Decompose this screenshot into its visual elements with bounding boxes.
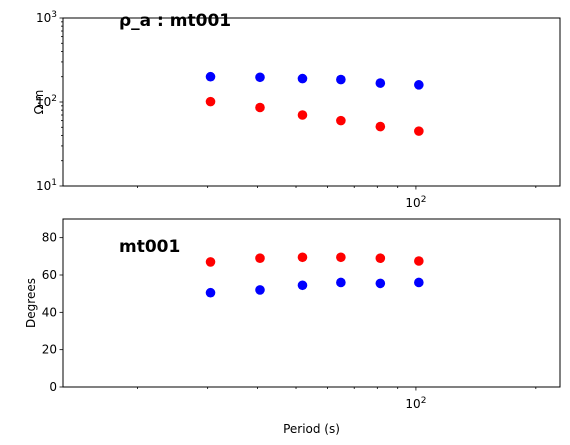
y-tick-label: 101: [36, 178, 57, 193]
data-point: [297, 73, 308, 84]
data-point: [414, 277, 424, 288]
panel-title: ρ_a : mt001: [119, 11, 231, 31]
y-tick-label: 102: [36, 94, 57, 109]
phase-panel: 102 0 20 40 60 80 Degrees Period (s) mt001: [24, 218, 561, 436]
data-point: [414, 126, 424, 136]
data-point: [414, 256, 424, 266]
y-tick-label: 0: [49, 380, 57, 394]
data-point: [414, 80, 424, 90]
y-axis-label: Ω·m: [32, 90, 46, 115]
apparent-resistivity-panel: 102 101 102 103 Ω·m ρ_a : mt001: [32, 10, 561, 210]
data-point: [255, 253, 265, 263]
data-point: [375, 278, 386, 289]
data-point: [336, 115, 346, 126]
data-point: [297, 280, 308, 291]
data-point: [255, 102, 265, 113]
data-point: [297, 252, 308, 263]
data-point: [336, 74, 346, 85]
data-point: [375, 78, 386, 88]
data-point: [336, 252, 346, 263]
y-tick-label: 80: [42, 231, 57, 245]
axes-frame: [62, 218, 561, 388]
y-axis-label: Degrees: [24, 278, 38, 328]
data-point: [205, 287, 216, 298]
data-point: [205, 71, 216, 82]
y-tick-label: 60: [42, 268, 57, 282]
y-tick-label: 40: [42, 305, 57, 319]
axes-frame: [62, 17, 561, 187]
panel-title: mt001: [119, 237, 180, 257]
data-point: [255, 285, 265, 295]
data-point: [205, 96, 216, 107]
data-point: [375, 121, 386, 132]
x-tick-label: 102: [405, 195, 426, 210]
data-point: [297, 110, 308, 120]
y-tick-label: 103: [36, 10, 57, 25]
data-point: [255, 72, 265, 83]
x-axis-label: Period (s): [283, 422, 340, 436]
data-point: [375, 253, 386, 263]
data-point: [205, 257, 216, 267]
y-tick-label: 20: [42, 343, 57, 357]
data-point: [336, 277, 346, 288]
x-tick-label: 102: [405, 396, 426, 411]
